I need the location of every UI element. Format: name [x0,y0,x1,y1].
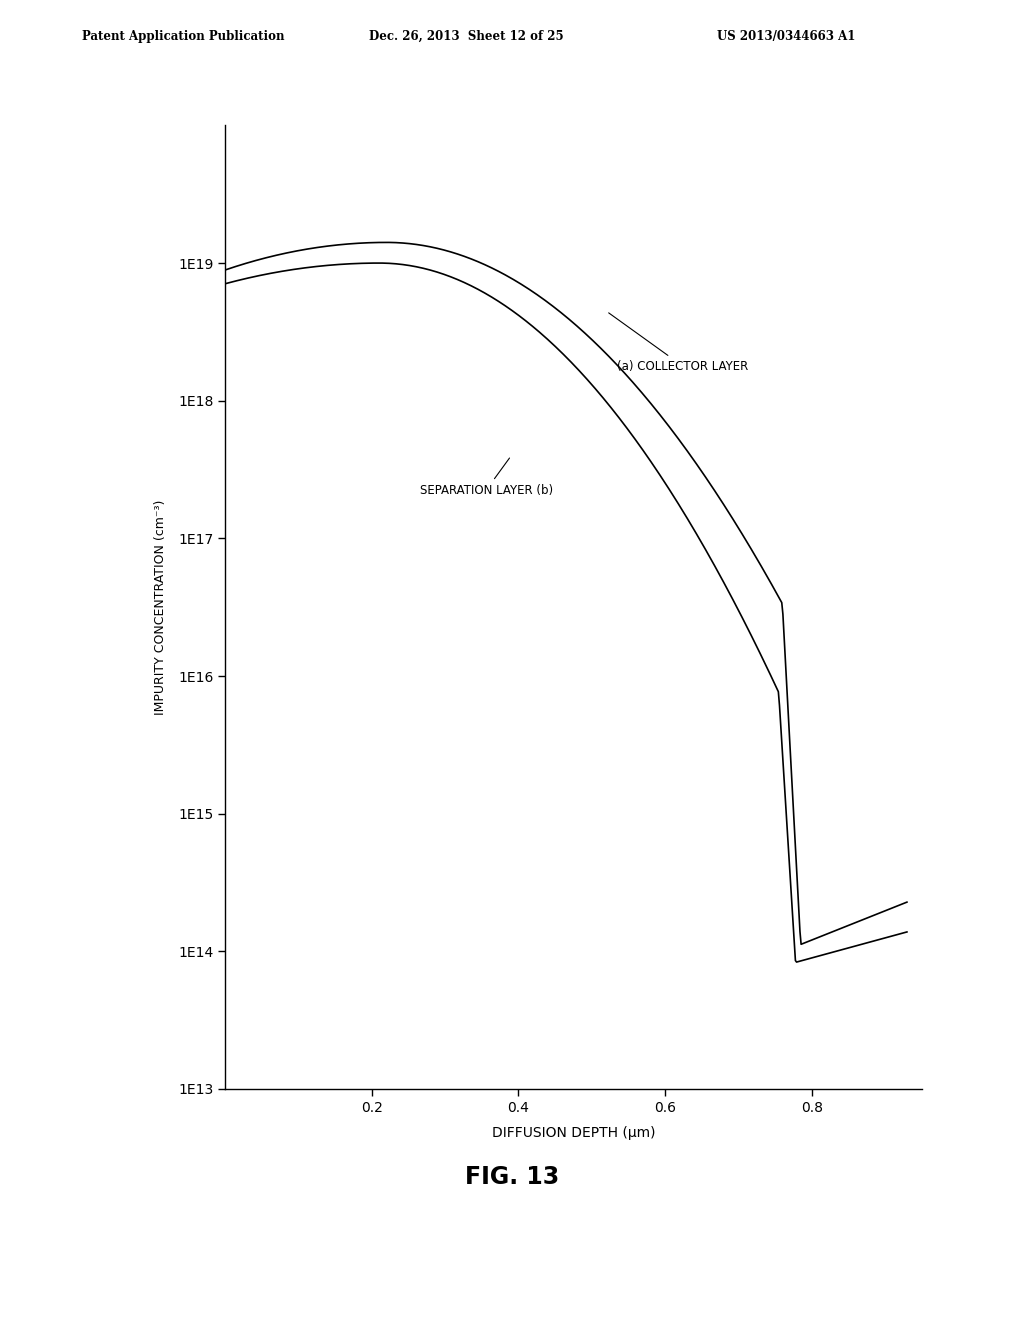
Text: SEPARATION LAYER (b): SEPARATION LAYER (b) [420,458,553,496]
Text: Dec. 26, 2013  Sheet 12 of 25: Dec. 26, 2013 Sheet 12 of 25 [369,29,563,42]
Text: FIG. 13: FIG. 13 [465,1166,559,1189]
Text: (a) COLLECTOR LAYER: (a) COLLECTOR LAYER [608,313,749,372]
Text: Patent Application Publication: Patent Application Publication [82,29,285,42]
X-axis label: DIFFUSION DEPTH (μm): DIFFUSION DEPTH (μm) [492,1126,655,1140]
Y-axis label: IMPURITY CONCENTRATION (cm⁻³): IMPURITY CONCENTRATION (cm⁻³) [154,499,167,715]
Text: US 2013/0344663 A1: US 2013/0344663 A1 [717,29,855,42]
